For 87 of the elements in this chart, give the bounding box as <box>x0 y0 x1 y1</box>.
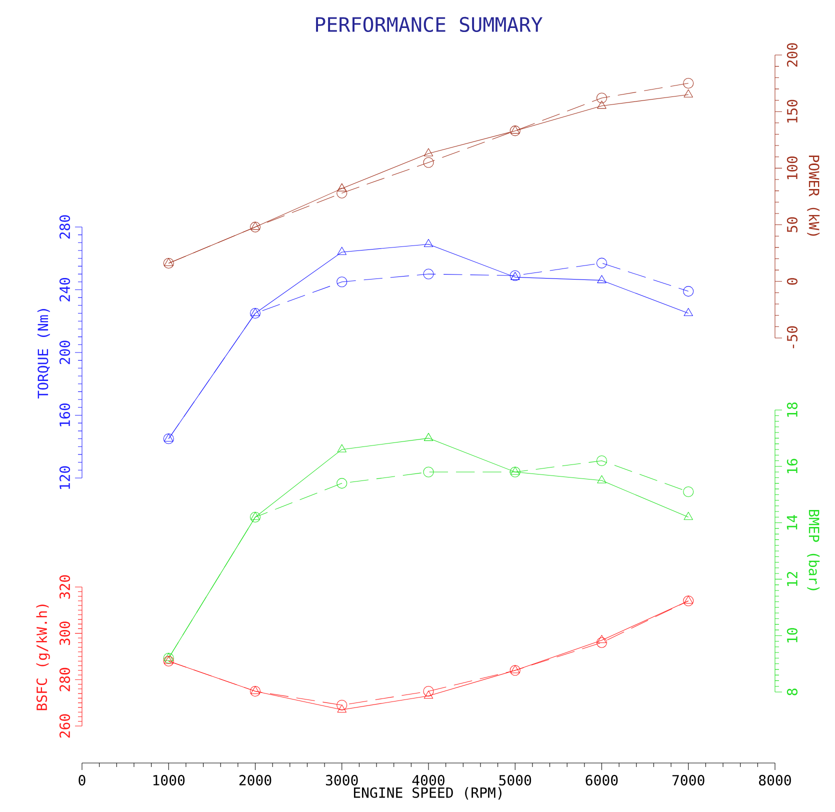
point <box>510 466 520 478</box>
point <box>596 258 608 268</box>
chart-title: PERFORMANCE SUMMARY <box>316 16 542 32</box>
point <box>424 148 434 156</box>
point <box>510 466 520 475</box>
x-tick-label: 6000 <box>586 774 618 786</box>
point <box>250 686 260 694</box>
point <box>684 596 693 604</box>
point <box>164 652 174 661</box>
point <box>337 704 346 713</box>
point <box>423 157 434 168</box>
y-tick-label: 14 <box>786 515 798 530</box>
point <box>597 635 606 644</box>
y-axis-title: BMEP (bar) <box>807 510 820 590</box>
y-tick-label: 8 <box>786 688 798 696</box>
y-tick-label: 200 <box>59 340 70 364</box>
y-tick-label: 300 <box>59 622 70 646</box>
point <box>597 275 606 284</box>
point <box>164 258 174 266</box>
point <box>423 466 434 478</box>
point <box>250 222 260 230</box>
point <box>164 656 174 664</box>
y-tick-label: 16 <box>786 458 798 474</box>
point <box>510 126 520 134</box>
point <box>510 126 520 136</box>
point <box>250 308 260 316</box>
y-tick-label: 12 <box>786 572 798 586</box>
point <box>337 246 346 255</box>
y-tick-label: -50 <box>786 326 798 348</box>
point <box>510 665 520 674</box>
y-tick-label: 260 <box>59 714 70 738</box>
point <box>683 286 694 297</box>
point <box>163 652 174 664</box>
point <box>424 432 434 441</box>
x-tick-label: 4000 <box>412 774 444 786</box>
x-axis-title: ENGINE SPEED (RPM) <box>354 787 502 800</box>
x-tick-label: 0 <box>78 774 86 786</box>
point <box>163 656 174 666</box>
point <box>424 690 434 699</box>
point <box>163 433 174 444</box>
point <box>684 512 693 520</box>
y-tick-label: 120 <box>59 466 70 489</box>
point <box>597 100 606 109</box>
x-tick-label: 5000 <box>499 774 532 786</box>
y-axis-title: BSFC (g/kW.h) <box>36 604 50 710</box>
point <box>423 686 434 697</box>
point <box>683 596 694 606</box>
point <box>164 433 174 442</box>
point <box>424 238 434 248</box>
x-tick-label: 8000 <box>759 774 791 786</box>
point <box>596 92 608 104</box>
x-tick-label: 3000 <box>326 774 358 786</box>
point <box>337 183 346 192</box>
x-tick-label: 7000 <box>672 774 704 786</box>
y-tick-label: 18 <box>786 402 798 417</box>
point <box>683 486 694 498</box>
y-axis-title: TORQUE (Nm) <box>37 309 50 399</box>
y-tick-label: 50 <box>786 217 798 232</box>
y-tick-label: 200 <box>786 43 798 67</box>
point <box>336 478 348 489</box>
point <box>597 475 606 484</box>
point <box>163 258 174 269</box>
point <box>336 188 348 198</box>
point <box>336 700 348 710</box>
point <box>337 444 346 452</box>
x-tick-label: 1000 <box>153 774 185 786</box>
y-tick-label: 160 <box>59 404 70 426</box>
y-tick-label: 10 <box>786 628 798 642</box>
y-tick-label: 280 <box>59 668 70 692</box>
point <box>250 512 260 520</box>
y-tick-label: 150 <box>786 100 798 123</box>
point <box>684 308 693 316</box>
x-tick-label: 2000 <box>239 774 272 786</box>
point <box>423 268 434 280</box>
y-tick-label: 320 <box>59 575 70 599</box>
point <box>336 276 348 288</box>
y-tick-label: 240 <box>59 278 70 302</box>
y-tick-label: 280 <box>59 215 70 239</box>
point <box>683 78 694 89</box>
y-tick-label: 0 <box>786 278 798 285</box>
point <box>596 637 608 648</box>
y-tick-label: 100 <box>786 156 798 180</box>
point <box>596 455 608 466</box>
point <box>684 89 693 98</box>
point <box>510 665 520 676</box>
point <box>250 686 261 697</box>
y-axis-title: POWER (kW) <box>807 156 820 236</box>
